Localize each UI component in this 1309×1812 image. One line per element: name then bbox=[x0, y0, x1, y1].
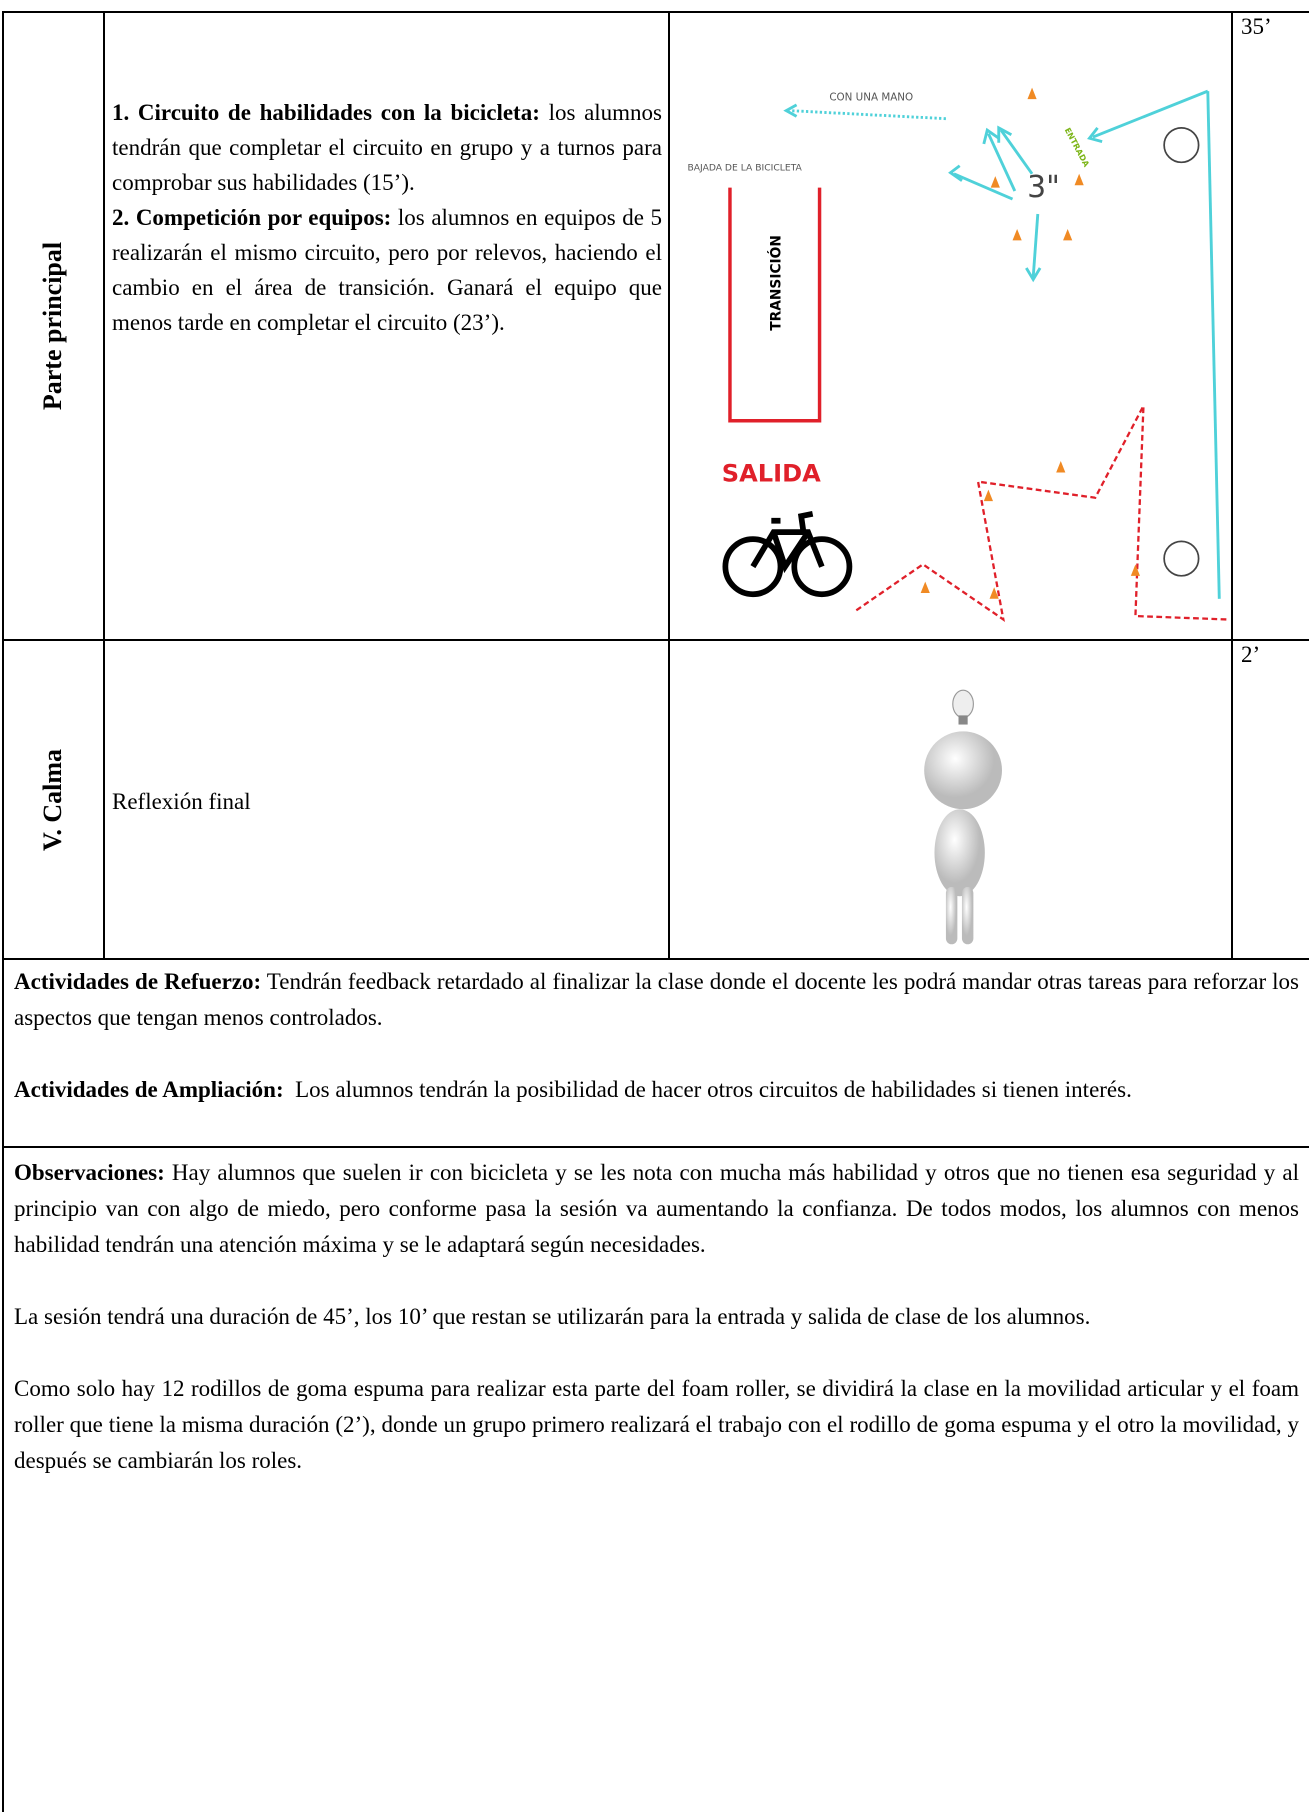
transition-area bbox=[728, 187, 822, 423]
phase-label: Parte principal bbox=[38, 241, 68, 411]
diagram-label: TRANSICIÓN bbox=[767, 235, 785, 331]
route bbox=[855, 405, 1228, 622]
description: 1. Circuito de habilidades con la bicicl… bbox=[112, 95, 662, 340]
table-border bbox=[2, 639, 1309, 641]
phase-cell: Parte principal bbox=[4, 13, 103, 639]
note-text: Tendrán feedback retardado al finalizar … bbox=[14, 969, 1299, 1030]
cones bbox=[920, 87, 1141, 599]
note: La sesión tendrá una duración de 45’, lo… bbox=[14, 1304, 1091, 1329]
recycle-icon bbox=[1163, 127, 1200, 577]
bicycle bbox=[722, 510, 853, 598]
table-border bbox=[2, 11, 1309, 13]
activity: 1. Circuito de habilidades con la bicicl… bbox=[112, 95, 662, 200]
note: Como solo hay 12 rodillos de goma espuma… bbox=[14, 1376, 1299, 1473]
note: Actividades de Ampliación: Los alumnos t… bbox=[14, 1072, 1299, 1108]
duration: 35’ bbox=[1241, 14, 1272, 39]
table-border bbox=[2, 11, 4, 1812]
activity: 2. Competición por equipos: los alumnos … bbox=[112, 200, 662, 340]
observations: Observaciones: Hay alumnos que suelen ir… bbox=[14, 1155, 1299, 1515]
table-border bbox=[2, 958, 1309, 960]
table-border bbox=[103, 11, 105, 960]
note-heading: Observaciones: bbox=[14, 1160, 165, 1185]
extra-activities: Actividades de Refuerzo: Tendrán feedbac… bbox=[14, 964, 1299, 1144]
diagram-label: ENTRADA bbox=[1063, 126, 1091, 169]
description: Reflexión final bbox=[112, 784, 662, 819]
table-border bbox=[1231, 11, 1233, 960]
diagram-label: 3" bbox=[1027, 170, 1060, 205]
activity-heading: 1. Circuito de habilidades con la bicicl… bbox=[112, 100, 540, 125]
table-border bbox=[668, 11, 670, 960]
phase-label: V. Calma bbox=[38, 748, 68, 851]
thinking-figure bbox=[924, 689, 1002, 945]
note-heading: Actividades de Ampliación: bbox=[14, 1077, 284, 1102]
activity-text: Reflexión final bbox=[112, 789, 251, 814]
note: Observaciones: Hay alumnos que suelen ir… bbox=[14, 1155, 1299, 1263]
diagram-label: BAJADA DE LA BICICLETA bbox=[687, 162, 802, 173]
note-heading: Actividades de Refuerzo: bbox=[14, 969, 262, 994]
activity-text: los alumnos en equipos de 5 realizarán e… bbox=[112, 205, 663, 335]
arrows bbox=[783, 89, 1221, 599]
diagram-label: CON UNA MANO bbox=[829, 91, 913, 103]
activity-heading: 2. Competición por equipos: bbox=[112, 205, 392, 230]
note-text: Los alumnos tendrán la posibilidad de ha… bbox=[295, 1077, 1132, 1102]
note-text: Hay alumnos que suelen ir con bicicleta … bbox=[14, 1160, 1300, 1257]
note: Actividades de Refuerzo: Tendrán feedbac… bbox=[14, 964, 1299, 1036]
activity-text: los alumnos tendrán que completar el cir… bbox=[112, 100, 663, 195]
table-border bbox=[2, 1146, 1309, 1148]
diagram-label: SALIDA bbox=[722, 460, 821, 488]
phase-cell: V. Calma bbox=[4, 641, 103, 958]
figure bbox=[924, 689, 1002, 945]
circuit-diagram: CON UNA MANO BAJADA DE LA BICICLETA TRAN… bbox=[687, 87, 1228, 622]
duration: 2’ bbox=[1241, 642, 1261, 667]
